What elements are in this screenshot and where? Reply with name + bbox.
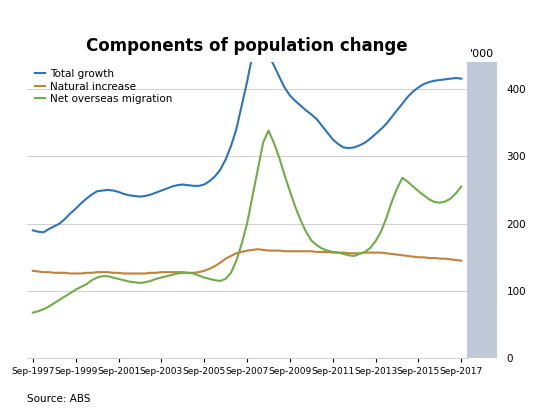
Legend: Total growth, Natural increase, Net overseas migration: Total growth, Natural increase, Net over… (32, 67, 175, 106)
Natural increase (276, 248, 283, 253)
Total growth (40, 230, 47, 235)
Total growth (426, 80, 433, 84)
Title: Components of population change: Components of population change (86, 37, 408, 55)
Net overseas migration (421, 193, 427, 198)
Text: '000: '000 (470, 49, 494, 59)
Total growth (388, 115, 395, 119)
Natural increase (426, 255, 433, 260)
Net overseas migration (271, 140, 277, 145)
Net overseas migration (458, 184, 464, 189)
Total growth (308, 112, 315, 117)
Natural increase (308, 249, 315, 254)
Text: Source: ABS: Source: ABS (27, 394, 91, 404)
Line: Total growth: Total growth (33, 42, 461, 232)
Net overseas migration (383, 216, 390, 221)
Net overseas migration (265, 128, 272, 133)
Natural increase (255, 247, 261, 252)
Natural increase (458, 258, 464, 263)
Total growth (410, 89, 416, 94)
Net overseas migration (405, 179, 411, 184)
Total growth (255, 39, 261, 44)
Net overseas migration (302, 229, 309, 234)
Total growth (458, 76, 464, 81)
Line: Net overseas migration: Net overseas migration (33, 131, 461, 313)
Natural increase (388, 251, 395, 256)
Natural increase (410, 254, 416, 259)
Net overseas migration (351, 253, 357, 258)
Total growth (356, 143, 363, 148)
Total growth (276, 74, 283, 79)
Total growth (30, 228, 36, 233)
Natural increase (30, 268, 36, 273)
Natural increase (356, 251, 363, 256)
Line: Natural increase: Natural increase (33, 249, 461, 274)
Natural increase (67, 271, 74, 276)
Net overseas migration (30, 310, 36, 315)
